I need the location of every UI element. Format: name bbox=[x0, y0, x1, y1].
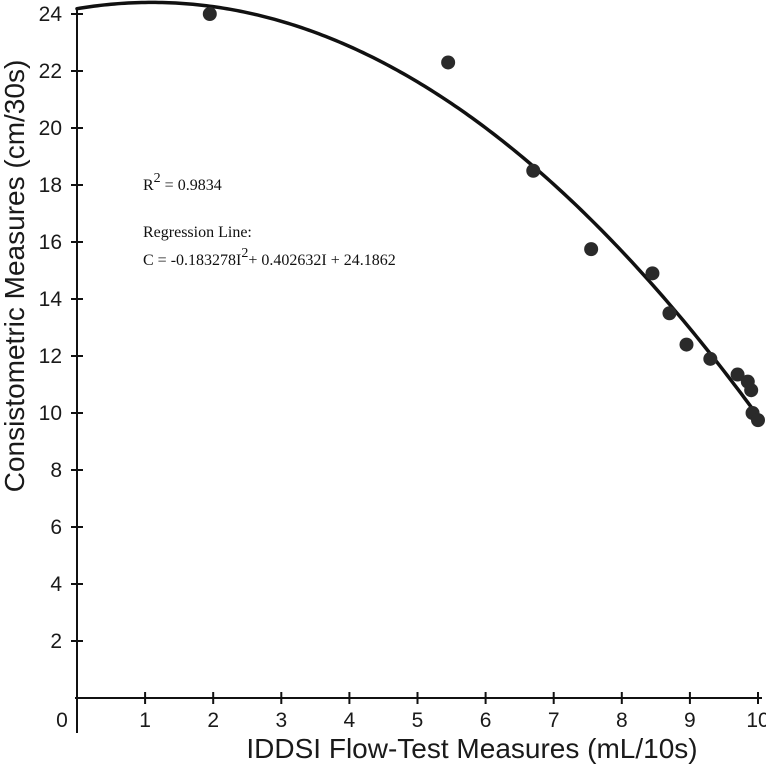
r2-superscript: 2 bbox=[154, 171, 161, 186]
y-tick-label-4: 4 bbox=[50, 573, 62, 596]
data-point-4 bbox=[584, 242, 599, 257]
y-tick-label-22: 22 bbox=[39, 60, 62, 83]
equation-part-2: + 0.402632I + 24.1862 bbox=[248, 252, 395, 269]
data-point-8 bbox=[703, 351, 718, 366]
x-axis-title: IDDSI Flow-Test Measures (mL/10s) bbox=[246, 733, 697, 764]
x-tick-label-9: 9 bbox=[684, 709, 696, 732]
x-tick-label-3: 3 bbox=[275, 709, 287, 732]
y-tick-label-2: 2 bbox=[50, 630, 62, 653]
x-ticks: 0 1 2 3 4 5 6 7 8 9 10 bbox=[56, 692, 766, 732]
y-tick-label-10: 10 bbox=[39, 402, 62, 425]
y-tick-label-24: 24 bbox=[39, 3, 63, 26]
data-point-7 bbox=[679, 337, 694, 352]
annotations: R2 = 0.9834 Regression Line: C = -0.1832… bbox=[143, 171, 396, 269]
data-point-11 bbox=[744, 383, 759, 398]
y-tick-label-6: 6 bbox=[50, 516, 62, 539]
x-tick-label-1: 1 bbox=[139, 709, 151, 732]
data-point-13 bbox=[751, 413, 765, 428]
x-tick-label-5: 5 bbox=[412, 709, 424, 732]
axes bbox=[75, 8, 762, 733]
x-tick-label-0: 0 bbox=[56, 709, 68, 732]
r-squared-annotation: R2 = 0.9834 bbox=[143, 171, 222, 194]
x-tick-label-4: 4 bbox=[344, 709, 356, 732]
regression-line bbox=[75, 0, 760, 419]
data-point-1 bbox=[202, 7, 217, 21]
x-tick-label-8: 8 bbox=[616, 709, 628, 732]
y-tick-label-20: 20 bbox=[39, 117, 62, 140]
r2-base: R bbox=[143, 177, 154, 194]
x-tick-label-7: 7 bbox=[548, 709, 560, 732]
x-tick-label-2: 2 bbox=[207, 709, 219, 732]
data-point-9 bbox=[730, 367, 745, 382]
regression-line-title: Regression Line: bbox=[143, 224, 252, 241]
regression-equation: C = -0.183278I2+ 0.402632I + 24.1862 bbox=[143, 246, 396, 269]
y-axis-title: Consistometric Measures (cm/30s) bbox=[0, 60, 30, 493]
data-point-2 bbox=[441, 55, 456, 70]
y-tick-label-16: 16 bbox=[39, 231, 62, 254]
data-point-3 bbox=[526, 163, 541, 178]
equation-part-1: C = -0.183278I bbox=[143, 252, 241, 269]
r2-value: = 0.9834 bbox=[161, 177, 222, 194]
data-point-6 bbox=[662, 306, 677, 321]
x-tick-label-6: 6 bbox=[480, 709, 492, 732]
y-tick-label-12: 12 bbox=[39, 345, 62, 368]
equation-superscript: 2 bbox=[241, 246, 248, 261]
data-points bbox=[202, 7, 765, 428]
data-point-5 bbox=[645, 266, 660, 281]
x-tick-label-10: 10 bbox=[746, 709, 766, 732]
y-tick-label-18: 18 bbox=[39, 174, 62, 197]
y-tick-label-8: 8 bbox=[50, 459, 62, 482]
y-tick-label-14: 14 bbox=[39, 288, 63, 311]
